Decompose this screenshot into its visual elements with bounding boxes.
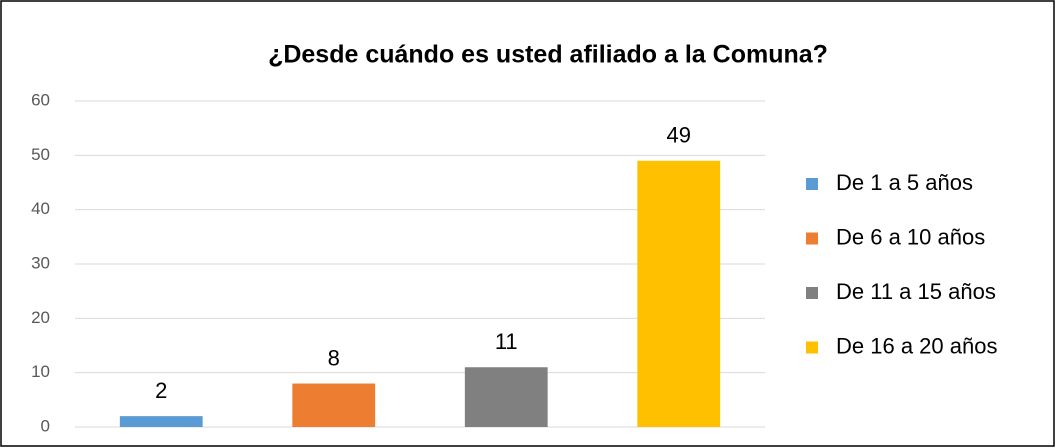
legend-label: De 11 a 15 años — [836, 279, 996, 304]
y-tick-label: 10 — [31, 362, 50, 381]
y-tick-label: 40 — [31, 199, 50, 218]
legend-label: De 6 a 10 años — [836, 224, 985, 249]
legend-label: De 16 a 20 años — [836, 333, 997, 358]
legend-swatch — [806, 178, 818, 190]
y-tick-label: 60 — [31, 90, 50, 109]
data-label: 8 — [328, 345, 340, 370]
bar — [637, 160, 721, 427]
legend-label: De 1 a 5 años — [836, 170, 973, 195]
bar — [464, 367, 548, 427]
legend-swatch — [806, 341, 818, 354]
y-tick-label: 30 — [31, 253, 50, 272]
data-label: 2 — [155, 378, 167, 403]
bar — [292, 383, 376, 427]
y-tick-label: 20 — [31, 308, 50, 327]
legend-swatch — [806, 287, 818, 299]
legend-swatch — [806, 232, 818, 245]
data-label: 11 — [495, 329, 518, 354]
bar — [119, 416, 203, 427]
y-tick-label: 50 — [31, 145, 50, 164]
data-label: 49 — [667, 123, 691, 148]
chart-title: ¿Desde cuándo es usted afiliado a la Com… — [268, 41, 828, 69]
y-tick-label: 0 — [41, 416, 50, 435]
